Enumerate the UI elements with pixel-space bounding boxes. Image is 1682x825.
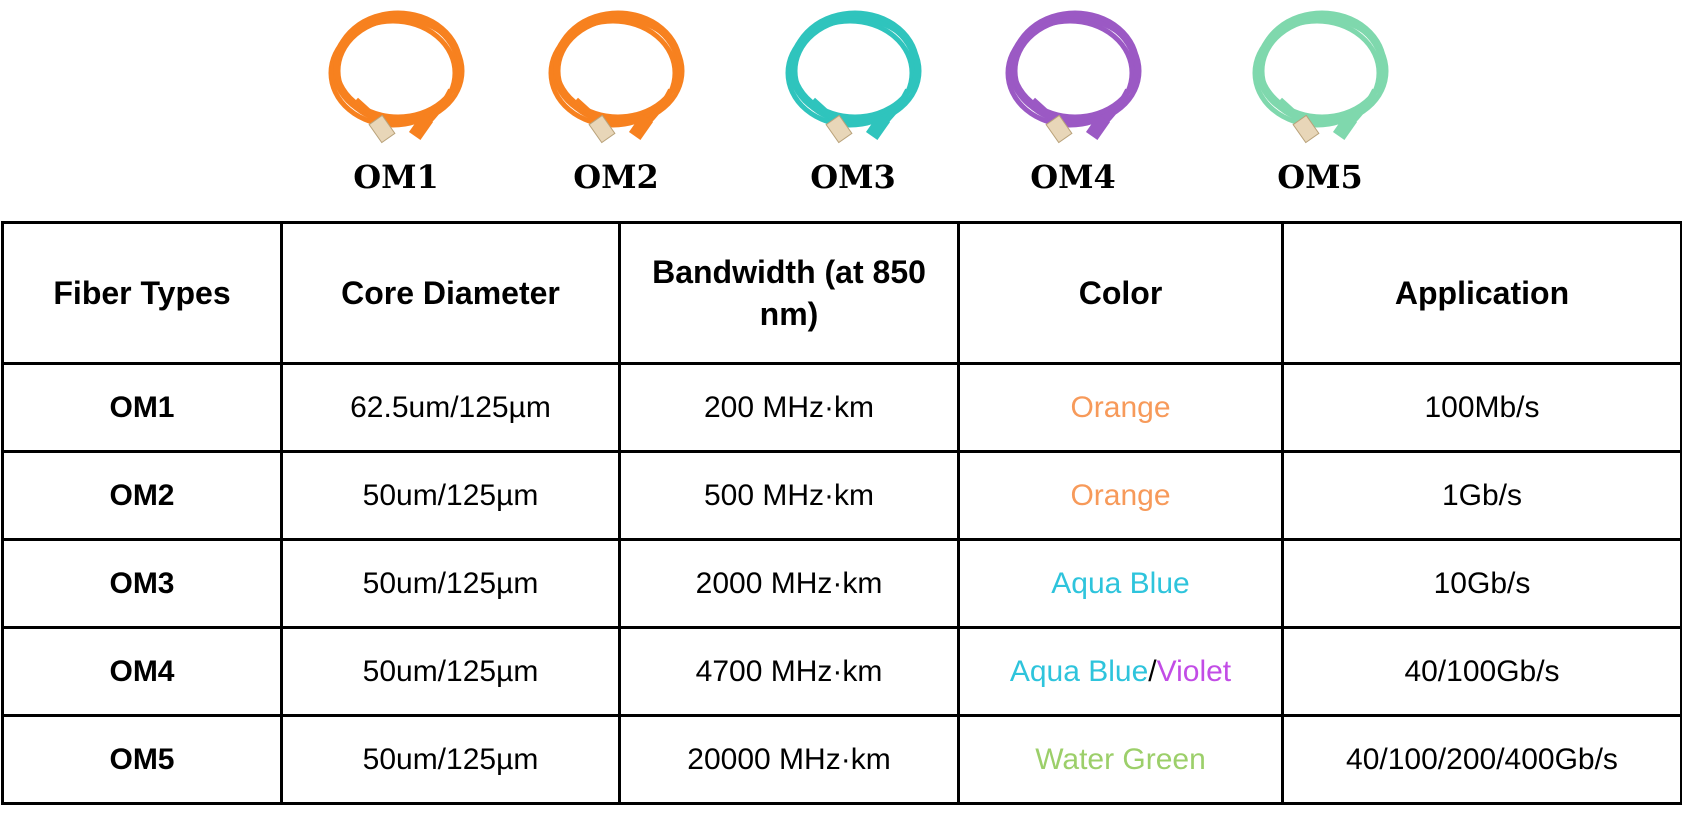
table-row: OM3 50um/125µm 2000 MHz·km Aqua Blue 10Gb/s [1,538,1682,629]
cable-loop [328,18,458,128]
table-cell: 200 MHz·km [618,362,960,453]
color-cell: Aqua Blue/Violet [957,626,1284,717]
cable-loop [1252,18,1382,128]
cable-label: OM5 [1277,158,1363,196]
color-name: Violet [1156,654,1232,688]
header-cell: Application [1281,221,1682,365]
fiber-type: OM4 [1,626,283,717]
cable-loop [1010,10,1140,120]
connector [588,114,616,144]
color-cell: Orange [957,450,1284,541]
table-cell: 100Mb/s [1281,362,1682,453]
fiber-type: OM1 [1,362,283,453]
connector [408,113,434,141]
table-cell: 50um/125µm [280,538,621,629]
color-name: Orange [1070,478,1171,512]
color-name: / [1148,654,1157,688]
cable-icon [328,10,465,144]
cable-icon [548,10,685,144]
header-row: Fiber Types Core Diameter Bandwidth (at 85… [1,221,1682,365]
cable-loop [1005,18,1135,128]
cable-loop [785,18,915,128]
table-body: OM1 62.5um/125µm 200 MHz·km Orange 100Mb/s OM… [1,362,1682,805]
connector [1332,113,1358,141]
cable-label: OM4 [1030,158,1116,196]
table-cell: 20000 MHz·km [618,714,960,805]
header-cell: Fiber Types [1,221,283,365]
color-cell: Water Green [957,714,1284,805]
table-cell: 2000 MHz·km [618,538,960,629]
color-cell: Aqua Blue [957,538,1284,629]
fiber-type: OM2 [1,450,283,541]
table-cell: 500 MHz·km [618,450,960,541]
color-cell: Orange [957,362,1284,453]
color-name: Water Green [1035,742,1206,776]
cable-loop [553,10,683,120]
cable-label: OM3 [810,158,896,196]
connector [368,114,396,144]
connector [865,113,891,141]
color-name: Aqua Blue [1009,654,1149,688]
fiber-table: Fiber Types Core Diameter Bandwidth (at 85… [1,221,1682,805]
table-cell: 50um/125µm [280,626,621,717]
cable-loop [548,18,678,128]
cable-label: OM1 [353,158,439,196]
connector [1292,114,1320,144]
table-cell: 4700 MHz·km [618,626,960,717]
cable-icon [1005,10,1142,144]
cable-label: OM2 [573,158,659,196]
table-row: OM1 62.5um/125µm 200 MHz·km Orange 100Mb/s [1,362,1682,453]
table-cell: 50um/125µm [280,714,621,805]
table-cell: 40/100/200/400Gb/s [1281,714,1682,805]
table-cell: 1Gb/s [1281,450,1682,541]
connector [1045,114,1073,144]
connector [628,113,654,141]
fiber-type: OM3 [1,538,283,629]
cable-loop [1257,10,1387,120]
header-cell: Core Diameter [280,221,621,365]
table-cell: 40/100Gb/s [1281,626,1682,717]
fiber-type: OM5 [1,714,283,805]
table-row: OM4 50um/125µm 4700 MHz·km Aqua Blue/Violet… [1,626,1682,717]
cable-loop [333,10,463,120]
cable-strip: OM1 OM2 OM3 OM4 OM5 [328,10,1389,196]
table-cell: 62.5um/125µm [280,362,621,453]
cable-icon [1252,10,1389,144]
table-cell: 50um/125µm [280,450,621,541]
color-name: Orange [1070,390,1171,424]
cable-icon [785,10,922,144]
color-name: Aqua Blue [1051,566,1190,600]
connector [1085,113,1111,141]
connector [825,114,853,144]
table-row: OM5 50um/125µm 20000 MHz·km Water Green 40/1… [1,714,1682,805]
header-cell: Color [957,221,1284,365]
table-row: OM2 50um/125µm 500 MHz·km Orange 1Gb/s [1,450,1682,541]
table-cell: 10Gb/s [1281,538,1682,629]
cable-loop [790,10,920,120]
header-cell: Bandwidth (at 850 nm) [618,221,960,365]
